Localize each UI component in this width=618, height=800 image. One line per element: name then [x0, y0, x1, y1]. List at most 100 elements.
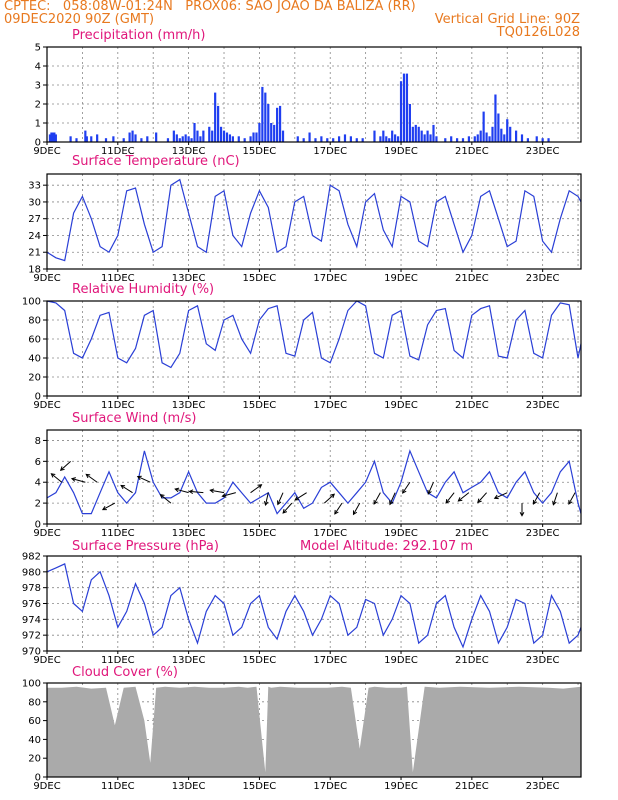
precip-bar — [296, 136, 299, 142]
precip-bar — [219, 126, 223, 142]
wind-arrow-head — [120, 484, 126, 490]
wind-arrow-head — [50, 473, 56, 478]
pres-ytick-label: 978 — [22, 583, 41, 594]
precip-bar — [202, 130, 205, 142]
rh-ytick-label: 20 — [28, 373, 41, 384]
temp-title: Surface Temperature (nC) — [72, 154, 240, 169]
precip-bar — [509, 126, 512, 142]
precip-bar — [48, 134, 52, 142]
wind-arrow-head — [136, 475, 142, 481]
precip-bar — [423, 134, 426, 142]
precip-bar — [547, 138, 550, 142]
precip-bar — [396, 136, 400, 142]
precip-bar — [53, 132, 56, 142]
precip-bar — [349, 136, 352, 142]
precip-bar — [112, 136, 115, 142]
wind-title: Surface Wind (m/s) — [72, 411, 197, 426]
wind-arrow-head — [552, 500, 557, 506]
precip-bar — [255, 132, 258, 142]
precip-bar — [267, 104, 270, 142]
precip-bar — [461, 138, 465, 142]
cloud-xtick-label: 23DEC — [526, 781, 560, 792]
wind-arrow — [402, 481, 411, 494]
wind-xtick-label: 21DEC — [455, 528, 489, 539]
wind-arrow — [102, 502, 116, 511]
header-vertical-grid-line: Vertical Grid Line: 90Z — [434, 12, 580, 27]
precip-bar — [237, 136, 240, 142]
wind-ytick-label: 2 — [35, 499, 41, 510]
precip-bar — [166, 138, 170, 142]
precip-bar — [326, 138, 329, 142]
pres-xtick-label: 15DEC — [243, 655, 277, 666]
cloud-xtick-label: 15DEC — [243, 781, 277, 792]
wind-arrow — [71, 478, 86, 483]
precip-bar — [488, 136, 491, 142]
rh-xtick-label: 15DEC — [243, 400, 277, 411]
wind-arrow — [427, 482, 434, 495]
pres-frame — [46, 555, 582, 652]
wind-arrow-head — [70, 477, 76, 482]
wind-arrow — [85, 473, 98, 483]
wind-arrow-head — [174, 487, 180, 493]
wind-arrow — [532, 492, 541, 505]
precip-bar — [526, 138, 529, 142]
temp-xtick-label: 23DEC — [526, 273, 560, 284]
pres-ytick-label: 974 — [22, 615, 41, 626]
precip-bar — [494, 94, 497, 142]
wind-arrow — [477, 492, 487, 503]
precip-bar — [128, 132, 131, 142]
precip-bar — [85, 136, 88, 142]
precip-bar — [193, 123, 196, 142]
wind-ytick-label: 8 — [35, 436, 41, 447]
precip-bar — [467, 136, 470, 142]
precip-bar — [208, 126, 211, 142]
precip-bar — [500, 128, 503, 142]
wind-ytick-label: 6 — [35, 457, 41, 468]
wind-arrow-head — [334, 509, 339, 515]
wind-arrow — [222, 492, 236, 497]
precip-xtick-label: 13DEC — [172, 146, 206, 157]
temp-ytick-label: 18 — [28, 265, 41, 276]
header-line1: CPTEC: 058:08W-01:24N PROX06: SAO JOAO D… — [4, 0, 416, 14]
precip-ytick-label: 2 — [35, 100, 41, 111]
wind-xtick-label: 15DEC — [243, 528, 277, 539]
precip-bar — [491, 126, 494, 142]
precip-bar — [337, 136, 341, 142]
wind-arrow-head — [457, 497, 463, 502]
header-date: 09DEC2020 90Z (GMT) — [4, 12, 155, 27]
precip-bar — [385, 136, 388, 142]
pres-ytick-label: 976 — [22, 599, 41, 610]
wind-arrow — [458, 492, 470, 502]
precip-bar — [225, 132, 229, 142]
cloud-xtick-label: 19DEC — [384, 781, 418, 792]
wind-arrow-head — [519, 511, 525, 517]
precip-bar — [535, 136, 538, 142]
precip-bar — [199, 136, 202, 142]
precip-bar — [432, 124, 435, 142]
precip-bar — [429, 134, 432, 142]
cloud-ytick-label: 0 — [35, 773, 41, 784]
precip-bar — [278, 105, 282, 142]
wind-arrow-head — [282, 508, 288, 514]
wind-arrow — [60, 460, 71, 471]
precip-bar — [394, 134, 397, 142]
wind-arrow-head — [532, 499, 538, 505]
cloud-ytick-label: 40 — [28, 735, 41, 746]
wind-ytick-label: 4 — [35, 478, 41, 489]
pres-xtick-label: 13DEC — [172, 655, 206, 666]
precip-bar — [399, 81, 403, 142]
wind-xtick-label: 19DEC — [384, 528, 418, 539]
rh-xtick-label: 21DEC — [455, 400, 489, 411]
wind-arrow — [250, 484, 262, 494]
precip-bar — [211, 130, 214, 142]
wind-arrow — [334, 502, 343, 515]
precip-bar — [178, 138, 181, 142]
wind-arrow — [568, 492, 576, 505]
wind-arrow — [137, 476, 151, 483]
temp-ytick-label: 27 — [28, 214, 41, 225]
wind-xtick-label: 11DEC — [101, 528, 135, 539]
precip-bar — [54, 134, 57, 142]
pres-ytick-label: 982 — [22, 552, 41, 563]
pres-ytick-label: 972 — [22, 631, 41, 642]
